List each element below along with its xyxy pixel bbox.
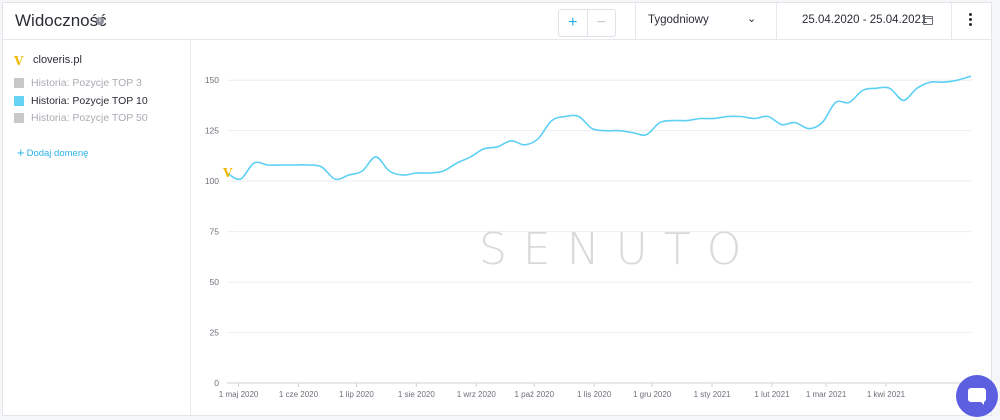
legend-swatch [14, 78, 24, 88]
zoom-out-button[interactable]: − [596, 14, 606, 31]
sidebar: V cloveris.pl Historia: Pozycje TOP 3 Hi… [3, 40, 191, 415]
series-start-marker: V [222, 166, 233, 180]
y-tick-label: 75 [210, 227, 220, 237]
y-tick-label: 150 [205, 75, 219, 85]
x-tick-label: 1 gru 2020 [633, 390, 672, 399]
info-icon[interactable]: i [96, 17, 104, 25]
x-tick-label: 1 cze 2020 [279, 390, 319, 399]
chevron-down-icon[interactable]: ⌄ [747, 13, 757, 25]
x-tick-label: 1 mar 2021 [806, 390, 847, 399]
date-range-picker[interactable]: 25.04.2020 - 25.04.2021 [802, 14, 928, 26]
legend-swatch [14, 113, 24, 123]
x-tick-label: 1 lut 2021 [754, 390, 790, 399]
y-tick-label: 0 [214, 378, 219, 388]
legend-label: Historia: Pozycje TOP 50 [31, 112, 148, 124]
zoom-controls: + − [558, 9, 616, 37]
x-tick-label: 1 kwi 2021 [867, 390, 906, 399]
legend-item-top10[interactable]: Historia: Pozycje TOP 10 [14, 95, 148, 107]
calendar-icon[interactable] [923, 16, 933, 25]
y-tick-label: 25 [210, 328, 220, 338]
x-tick-label: 1 maj 2020 [219, 390, 259, 399]
x-tick-label: 1 paź 2020 [514, 390, 554, 399]
divider [635, 3, 636, 39]
period-select[interactable]: Tygodniowy [648, 14, 709, 26]
legend-label: Historia: Pozycje TOP 10 [31, 95, 148, 107]
legend-item-top50[interactable]: Historia: Pozycje TOP 50 [14, 112, 148, 124]
chat-icon [968, 388, 986, 405]
legend-item-top3[interactable]: Historia: Pozycje TOP 3 [14, 77, 142, 89]
menu-dots-icon[interactable] [969, 13, 973, 28]
domain-name: cloveris.pl [33, 54, 82, 66]
chat-button[interactable] [956, 375, 998, 417]
zoom-in-button[interactable]: + [559, 10, 588, 36]
visibility-chart: 0 25 50 75 100 125 150 1 maj 2020 1 cze 2020 1 li… [205, 75, 972, 399]
x-tick-label: 1 lip 2020 [339, 390, 374, 399]
x-tick-label: 1 sie 2020 [398, 390, 435, 399]
card-header: Widoczność i + − Tygodniowy ⌄ 25.04.2020… [3, 3, 991, 40]
divider [951, 3, 952, 39]
domain-logo-icon: V [14, 54, 24, 68]
series-line-top10 [226, 75, 972, 181]
divider [776, 3, 777, 39]
watermark: SENUTO [479, 224, 758, 275]
plus-icon: + [17, 145, 25, 160]
page-title: Widoczność [15, 11, 107, 30]
y-tick-label: 50 [210, 277, 220, 287]
chart-area: SENUTO 0 25 50 75 100 125 150 1 maj 2020 1 cze 2… [191, 40, 991, 415]
x-tick-label: 1 wrz 2020 [457, 390, 497, 399]
y-tick-label: 100 [205, 176, 219, 186]
visibility-card: Widoczność i + − Tygodniowy ⌄ 25.04.2020… [2, 2, 992, 416]
x-tick-label: 1 lis 2020 [577, 390, 612, 399]
add-domain-label: Dodaj domenę [26, 148, 89, 159]
x-tick-label: 1 sty 2021 [694, 390, 731, 399]
legend-label: Historia: Pozycje TOP 3 [31, 77, 142, 89]
y-tick-label: 125 [205, 126, 219, 136]
legend-swatch [14, 96, 24, 106]
add-domain-button[interactable]: + Dodaj domenę [17, 145, 88, 160]
